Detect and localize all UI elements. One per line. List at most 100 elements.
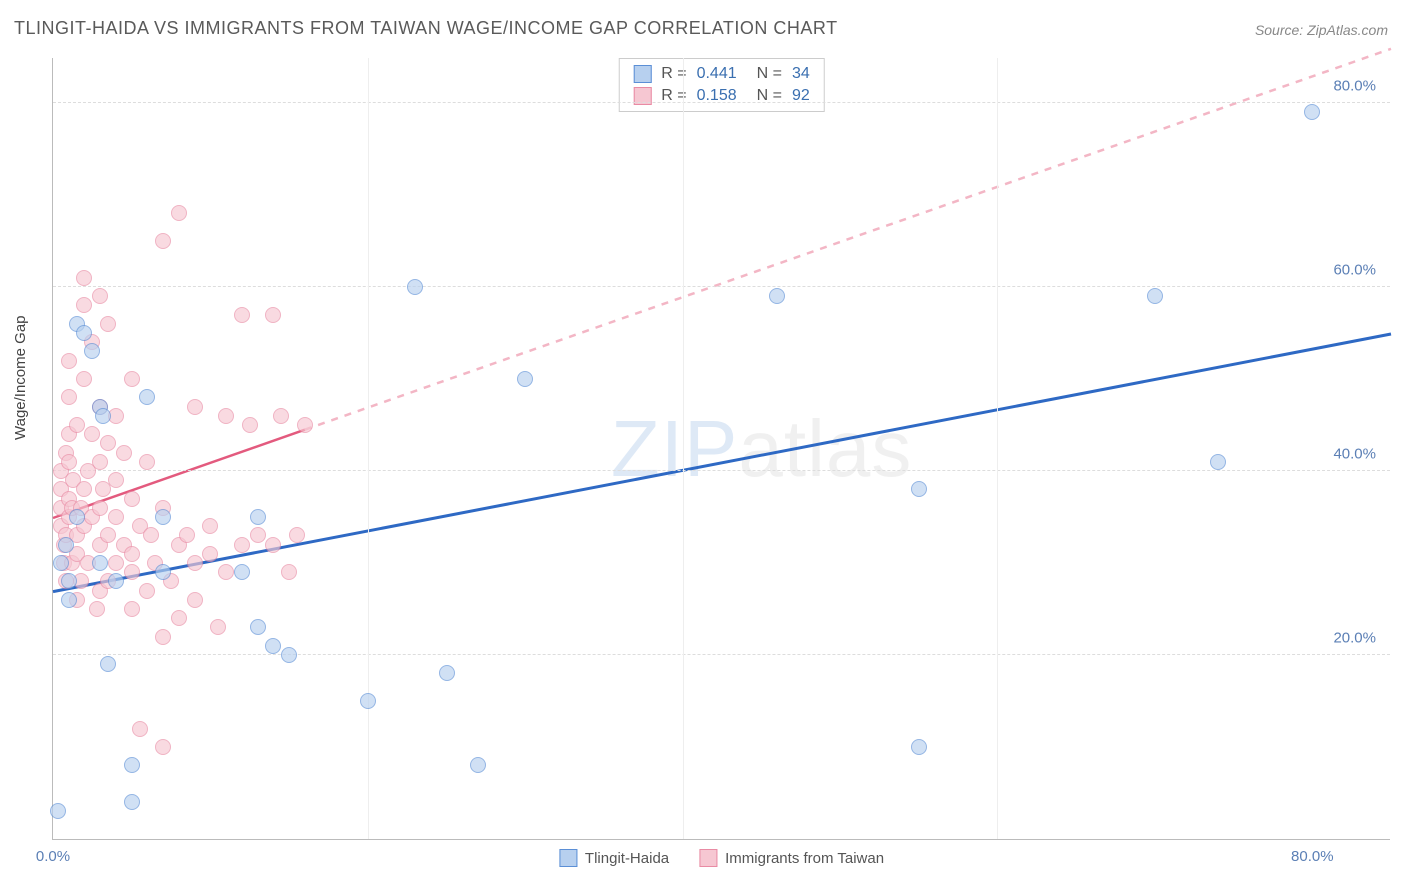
data-point	[911, 739, 927, 755]
data-point	[439, 665, 455, 681]
data-point	[108, 472, 124, 488]
stats-box: R = 0.441N = 34R = 0.158N = 92	[618, 58, 825, 112]
trend-line	[53, 334, 1391, 592]
data-point	[234, 564, 250, 580]
data-point	[53, 555, 69, 571]
data-point	[1304, 104, 1320, 120]
data-point	[92, 288, 108, 304]
x-tick-label: 0.0%	[36, 848, 70, 865]
data-point	[281, 564, 297, 580]
data-point	[61, 353, 77, 369]
stats-row: R = 0.158N = 92	[633, 85, 810, 107]
data-point	[61, 454, 77, 470]
data-point	[108, 509, 124, 525]
data-point	[100, 316, 116, 332]
data-point	[242, 417, 258, 433]
data-point	[100, 435, 116, 451]
data-point	[50, 803, 66, 819]
data-point	[218, 564, 234, 580]
data-point	[265, 638, 281, 654]
data-point	[1210, 454, 1226, 470]
data-point	[139, 583, 155, 599]
data-point	[108, 573, 124, 589]
legend-swatch	[633, 65, 651, 83]
data-point	[108, 555, 124, 571]
data-point	[89, 601, 105, 617]
data-point	[124, 794, 140, 810]
data-point	[297, 417, 313, 433]
data-point	[171, 610, 187, 626]
data-point	[61, 389, 77, 405]
data-point	[155, 509, 171, 525]
data-point	[61, 592, 77, 608]
y-tick-label: 60.0%	[1333, 262, 1376, 279]
data-point	[92, 555, 108, 571]
data-point	[360, 693, 376, 709]
data-point	[76, 297, 92, 313]
data-point	[155, 629, 171, 645]
data-point	[76, 481, 92, 497]
legend-swatch	[559, 849, 577, 867]
data-point	[202, 518, 218, 534]
gridline-h	[53, 470, 1390, 471]
data-point	[95, 408, 111, 424]
data-point	[124, 491, 140, 507]
data-point	[1147, 288, 1163, 304]
data-point	[61, 573, 77, 589]
data-point	[289, 527, 305, 543]
data-point	[202, 546, 218, 562]
data-point	[407, 279, 423, 295]
data-point	[69, 509, 85, 525]
data-point	[265, 537, 281, 553]
legend-item: Tlingit-Haida	[559, 849, 669, 867]
data-point	[155, 233, 171, 249]
data-point	[179, 527, 195, 543]
data-point	[69, 417, 85, 433]
source-label: Source: ZipAtlas.com	[1255, 22, 1388, 38]
data-point	[116, 445, 132, 461]
trend-line	[305, 49, 1391, 430]
y-tick-label: 40.0%	[1333, 446, 1376, 463]
data-point	[143, 527, 159, 543]
gridline-h	[53, 286, 1390, 287]
data-point	[234, 307, 250, 323]
y-tick-label: 20.0%	[1333, 630, 1376, 647]
data-point	[139, 389, 155, 405]
data-point	[84, 343, 100, 359]
data-point	[470, 757, 486, 773]
data-point	[58, 537, 74, 553]
data-point	[281, 647, 297, 663]
data-point	[210, 619, 226, 635]
data-point	[155, 564, 171, 580]
data-point	[124, 757, 140, 773]
data-point	[124, 546, 140, 562]
legend-item: Immigrants from Taiwan	[699, 849, 884, 867]
y-tick-label: 80.0%	[1333, 78, 1376, 95]
x-tick-label: 80.0%	[1291, 848, 1334, 865]
data-point	[100, 527, 116, 543]
data-point	[124, 564, 140, 580]
data-point	[250, 619, 266, 635]
gridline-v	[683, 58, 684, 839]
data-point	[124, 371, 140, 387]
legend-swatch	[699, 849, 717, 867]
data-point	[187, 555, 203, 571]
data-point	[273, 408, 289, 424]
gridline-h	[53, 654, 1390, 655]
data-point	[84, 426, 100, 442]
data-point	[76, 270, 92, 286]
data-point	[155, 739, 171, 755]
legend: Tlingit-Haida Immigrants from Taiwan	[559, 849, 884, 867]
gridline-v	[997, 58, 998, 839]
data-point	[218, 408, 234, 424]
data-point	[911, 481, 927, 497]
gridline-v	[368, 58, 369, 839]
data-point	[234, 537, 250, 553]
chart-title: TLINGIT-HAIDA VS IMMIGRANTS FROM TAIWAN …	[14, 18, 838, 39]
y-axis-label: Wage/Income Gap	[12, 315, 29, 440]
data-point	[517, 371, 533, 387]
data-point	[139, 454, 155, 470]
data-point	[92, 500, 108, 516]
data-point	[769, 288, 785, 304]
data-point	[100, 656, 116, 672]
